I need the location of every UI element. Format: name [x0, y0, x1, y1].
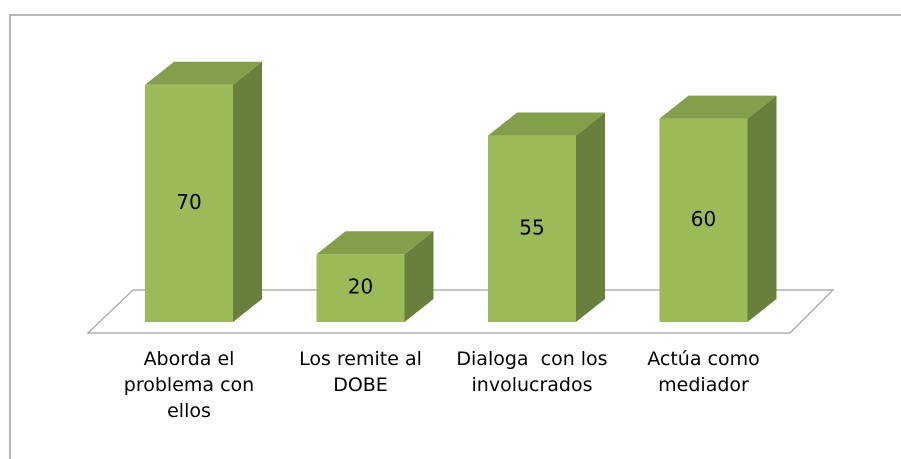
bar: [316, 254, 405, 322]
category-label: Dialoga con los involucrados: [456, 348, 614, 396]
chart-border: [9, 14, 901, 459]
bar-side: [233, 61, 262, 322]
bar-top: [488, 112, 605, 136]
value-label: 60: [691, 207, 716, 231]
value-label: 55: [519, 215, 544, 239]
bar-top: [316, 231, 434, 255]
category-label: Aborda el problema con ellos: [123, 348, 261, 422]
value-label: 20: [348, 275, 373, 299]
floor: [86, 289, 835, 334]
category-label: Los remite al DOBE: [299, 348, 428, 396]
bar: [145, 84, 233, 322]
bar-side: [404, 231, 434, 322]
bar-top: [659, 95, 777, 119]
category-label: Actúa como mediador: [647, 348, 766, 396]
bar: [488, 135, 576, 322]
bar: [659, 118, 748, 322]
bar-side: [747, 95, 777, 322]
value-label: 70: [176, 190, 201, 214]
bar-side: [576, 112, 605, 322]
bar-top: [145, 61, 262, 85]
